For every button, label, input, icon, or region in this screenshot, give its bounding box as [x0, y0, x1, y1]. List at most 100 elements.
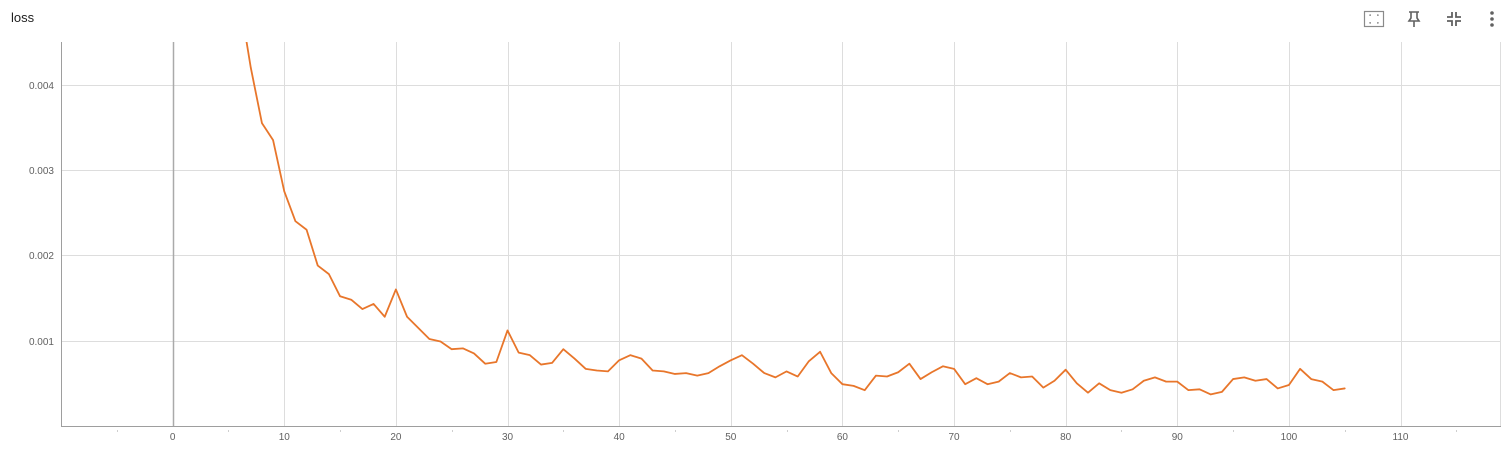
data-point	[1020, 376, 1022, 378]
x-tick-label: 110	[1393, 432, 1409, 443]
data-point	[1210, 393, 1212, 395]
data-point	[484, 363, 486, 365]
data-point	[1243, 376, 1245, 378]
data-point	[294, 220, 296, 222]
x-tick-label: 40	[614, 432, 626, 443]
data-point	[897, 371, 899, 373]
x-tick-label: 50	[725, 432, 737, 443]
data-point	[741, 354, 743, 356]
series-layer	[245, 42, 1346, 396]
data-point	[384, 316, 386, 318]
data-point	[551, 362, 553, 364]
x-tick-label: 90	[1172, 432, 1184, 443]
data-point	[763, 372, 765, 374]
data-point	[953, 368, 955, 370]
data-point	[852, 385, 854, 387]
data-point	[1187, 389, 1189, 391]
x-tick-label: 0	[170, 432, 176, 443]
data-point	[785, 370, 787, 372]
data-point	[1344, 387, 1346, 389]
data-point	[529, 354, 531, 356]
data-point	[473, 352, 475, 354]
data-point	[696, 374, 698, 376]
data-point	[562, 348, 564, 350]
data-point	[1332, 389, 1334, 391]
data-point	[718, 365, 720, 367]
data-point	[462, 347, 464, 349]
data-point	[328, 273, 330, 275]
collapse-icon[interactable]	[1443, 8, 1465, 30]
data-point	[919, 378, 921, 380]
data-point	[261, 122, 263, 124]
data-point	[986, 383, 988, 385]
data-point	[618, 359, 620, 361]
y-tick-label: 0.004	[29, 81, 54, 92]
data-point	[283, 190, 285, 192]
data-point	[573, 357, 575, 359]
data-point	[685, 372, 687, 374]
data-point	[752, 363, 754, 365]
data-point	[1087, 392, 1089, 394]
data-point	[707, 372, 709, 374]
data-point	[1265, 378, 1267, 380]
data-point	[406, 316, 408, 318]
data-point	[1165, 380, 1167, 382]
data-point	[250, 66, 252, 68]
data-point	[997, 380, 999, 382]
data-point	[1254, 380, 1256, 382]
x-tick-label: 80	[1060, 432, 1072, 443]
x-tick-label: 10	[279, 432, 291, 443]
data-point	[674, 373, 676, 375]
data-point	[875, 374, 877, 376]
data-point	[1221, 391, 1223, 393]
data-point	[1299, 368, 1301, 370]
x-tick-label: 60	[837, 432, 849, 443]
data-point	[1064, 368, 1066, 370]
y-tick-label: 0.002	[29, 251, 54, 262]
data-point	[651, 369, 653, 371]
data-point	[964, 383, 966, 385]
data-point	[774, 376, 776, 378]
axes	[61, 42, 1501, 427]
data-point	[819, 351, 821, 353]
data-point	[663, 370, 665, 372]
data-point	[495, 361, 497, 363]
data-point	[1053, 380, 1055, 382]
data-point	[451, 348, 453, 350]
data-point	[1031, 375, 1033, 377]
data-point	[1042, 386, 1044, 388]
data-point	[584, 368, 586, 370]
data-point	[305, 229, 307, 231]
data-point	[629, 354, 631, 356]
data-point	[339, 295, 341, 297]
data-point	[607, 370, 609, 372]
data-point	[395, 288, 397, 290]
data-point	[640, 357, 642, 359]
data-point	[361, 308, 363, 310]
more-vert-icon[interactable]	[1481, 8, 1503, 30]
data-point	[1109, 389, 1111, 391]
fit-domain-icon[interactable]	[1363, 8, 1385, 30]
data-point	[830, 372, 832, 374]
data-point	[1120, 392, 1122, 394]
data-point	[1176, 380, 1178, 382]
data-point	[372, 303, 374, 305]
data-point	[1198, 388, 1200, 390]
data-point	[841, 383, 843, 385]
data-point	[417, 327, 419, 329]
data-point	[272, 139, 274, 141]
x-tick-label: 30	[502, 432, 514, 443]
grid-lines	[61, 42, 1501, 432]
data-point	[1277, 387, 1279, 389]
data-point	[540, 363, 542, 365]
data-point	[506, 329, 508, 331]
data-point	[864, 389, 866, 391]
data-point	[350, 299, 352, 301]
data-point	[1154, 376, 1156, 378]
data-point	[1288, 384, 1290, 386]
loss-series-line	[245, 42, 1346, 396]
data-point	[797, 375, 799, 377]
y-tick-label: 0.003	[29, 166, 54, 177]
pin-icon[interactable]	[1403, 8, 1425, 30]
